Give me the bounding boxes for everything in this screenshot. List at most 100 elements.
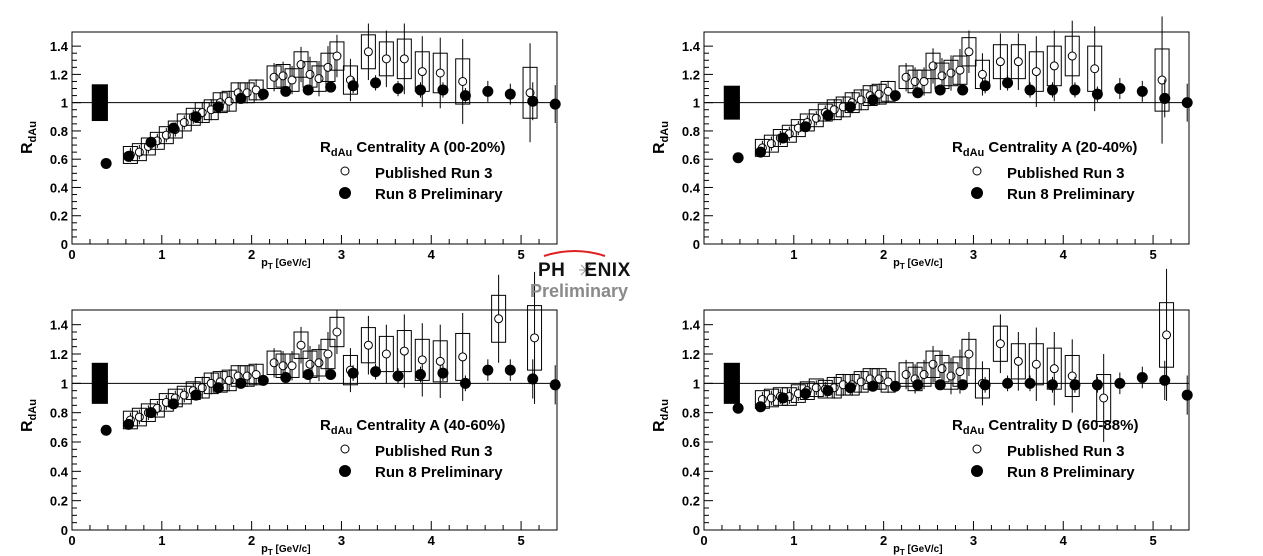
run8-point bbox=[212, 101, 224, 113]
legend-title-rest: Centrality A (20-40%) bbox=[984, 139, 1137, 156]
run3-point bbox=[381, 349, 391, 359]
run3-point bbox=[1067, 51, 1077, 61]
chart-panel-centrality-a-20-40: 0 0.2 0.4 0.6 0.8 1 1.2 1.4 1 2 3 4 5 RdAu pT [GeV/c] R… bbox=[632, 0, 1263, 278]
x-tick-label: 2 bbox=[880, 533, 887, 548]
run8-point bbox=[867, 94, 879, 106]
run8-point bbox=[1024, 84, 1036, 96]
run3-point bbox=[435, 356, 445, 366]
run8-point bbox=[1114, 377, 1126, 389]
y-tick-label: 1.4 bbox=[50, 39, 69, 54]
run8-point bbox=[867, 380, 879, 392]
run8-point bbox=[1069, 84, 1081, 96]
run8-point bbox=[549, 379, 561, 391]
run3-point bbox=[964, 47, 974, 57]
run8-point bbox=[549, 98, 561, 110]
y-tick-label: 1.4 bbox=[682, 39, 701, 54]
run8-point bbox=[347, 367, 359, 379]
y-axis-title-sub: dAu bbox=[27, 121, 39, 142]
run3-point bbox=[1157, 75, 1167, 85]
y-tick-label: 1 bbox=[61, 96, 68, 111]
run3-point bbox=[305, 359, 315, 369]
run3-point bbox=[242, 371, 252, 381]
y-tick-label: 1.2 bbox=[682, 67, 700, 82]
run8-point bbox=[732, 402, 744, 414]
run8-point bbox=[437, 367, 449, 379]
y-tick-label: 0.8 bbox=[50, 406, 68, 421]
run3-point bbox=[458, 76, 468, 86]
run3-point bbox=[417, 67, 427, 77]
chart-panel-centrality-d-60-88: 0 0.2 0.4 0.6 0.8 1 1.2 1.4 0 1 2 3 4 5 RdAu pT [GeV/c]… bbox=[632, 268, 1263, 556]
y-tick-label: 1 bbox=[693, 376, 700, 391]
x-tick-label: 4 bbox=[1060, 247, 1068, 262]
run8-point bbox=[145, 136, 157, 148]
run3-point bbox=[1049, 61, 1059, 71]
run8-point bbox=[280, 85, 292, 97]
run8-point bbox=[527, 373, 539, 385]
y-tick-label: 0 bbox=[61, 523, 68, 538]
run8-point bbox=[190, 111, 202, 123]
run8-point bbox=[755, 146, 767, 158]
y-axis-title-main: R bbox=[19, 142, 36, 154]
y-tick-label: 0.4 bbox=[682, 464, 701, 479]
y-axis-title: RdAu bbox=[19, 121, 39, 154]
run3-point bbox=[224, 375, 234, 385]
y-tick-label: 0.8 bbox=[682, 124, 700, 139]
run3-point bbox=[269, 358, 279, 368]
normalization-band bbox=[723, 362, 740, 404]
x-tick-label: 4 bbox=[428, 533, 436, 548]
y-tick-label: 0.4 bbox=[682, 180, 701, 195]
run8-point bbox=[504, 364, 516, 376]
y-tick-label: 0.4 bbox=[50, 180, 69, 195]
y-tick-label: 0.6 bbox=[50, 152, 68, 167]
run3-point bbox=[314, 358, 324, 368]
run3-point bbox=[134, 412, 144, 422]
x-axis-title-rest: [GeV/c] bbox=[905, 544, 943, 555]
run8-point bbox=[889, 90, 901, 102]
y-tick-label: 0 bbox=[693, 237, 700, 252]
run8-point bbox=[912, 379, 924, 391]
chart-svg: 0 0.2 0.4 0.6 0.8 1 1.2 1.4 0 1 2 3 4 5 RdAu pT [GeV/c]… bbox=[19, 271, 561, 556]
run8-point bbox=[979, 379, 991, 391]
run3-point bbox=[1013, 57, 1023, 67]
legend-marker-run3 bbox=[972, 444, 982, 454]
run3-point bbox=[287, 361, 297, 371]
x-axis-title-main: p bbox=[893, 543, 900, 555]
run3-point bbox=[1031, 67, 1041, 77]
phenix-logo: PH ENIX Preliminary bbox=[530, 248, 650, 304]
legend-marker-run3 bbox=[340, 166, 350, 176]
x-tick-label: 1 bbox=[790, 533, 797, 548]
y-axis-title-sub: dAu bbox=[27, 399, 39, 420]
run8-point bbox=[1136, 85, 1148, 97]
run3-point bbox=[1031, 359, 1041, 369]
run8-point bbox=[414, 84, 426, 96]
chart-panel-centrality-a-00-20: 0 0.2 0.4 0.6 0.8 1 1.2 1.4 0 1 2 3 4 5 RdAu pT [GeV/c]… bbox=[0, 0, 631, 278]
x-axis-title-main: p bbox=[261, 257, 268, 269]
run8-point bbox=[1181, 97, 1193, 109]
x-tick-label: 3 bbox=[970, 533, 977, 548]
run3-point bbox=[197, 383, 207, 393]
run8-point bbox=[912, 87, 924, 99]
legend-title-main: R bbox=[952, 139, 963, 156]
run3-point bbox=[332, 327, 342, 337]
x-axis-title-rest: [GeV/c] bbox=[273, 258, 311, 269]
run8-point bbox=[280, 371, 292, 383]
legend-title-main: R bbox=[952, 417, 963, 434]
x-tick-label: 5 bbox=[517, 247, 524, 262]
y-tick-label: 1 bbox=[61, 376, 68, 391]
x-axis-title-sub: T bbox=[268, 548, 273, 556]
run8-point bbox=[1069, 379, 1081, 391]
y-tick-label: 1.2 bbox=[50, 67, 68, 82]
x-axis-title-main: p bbox=[261, 543, 268, 555]
run8-point bbox=[235, 377, 247, 389]
run3-point bbox=[251, 370, 261, 380]
run8-point bbox=[123, 418, 135, 430]
run8-point bbox=[459, 90, 471, 102]
x-axis-title-sub: T bbox=[268, 262, 273, 271]
run8-point bbox=[190, 389, 202, 401]
run8-point bbox=[1002, 77, 1014, 89]
run8-point bbox=[392, 370, 404, 382]
run8-point bbox=[822, 109, 834, 121]
run8-point bbox=[777, 392, 789, 404]
x-tick-label: 2 bbox=[880, 247, 887, 262]
y-tick-label: 0.4 bbox=[50, 464, 69, 479]
